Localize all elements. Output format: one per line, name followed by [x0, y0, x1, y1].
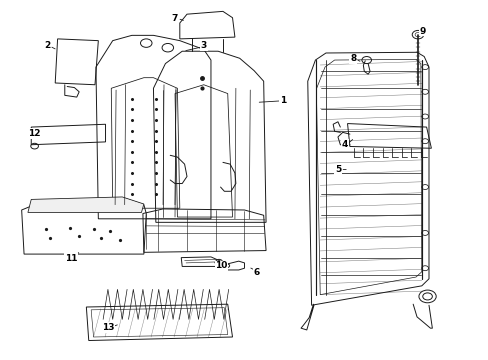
- Text: 11: 11: [64, 254, 77, 263]
- Text: 12: 12: [28, 129, 41, 138]
- Polygon shape: [28, 197, 143, 212]
- Text: 4: 4: [341, 140, 347, 149]
- Text: 13: 13: [102, 323, 114, 332]
- Text: 8: 8: [349, 54, 356, 63]
- Text: 10: 10: [215, 261, 227, 270]
- Text: 3: 3: [200, 41, 206, 50]
- Text: 7: 7: [171, 14, 178, 23]
- Text: 5: 5: [334, 165, 340, 174]
- Text: 6: 6: [253, 268, 260, 277]
- Text: 2: 2: [44, 41, 50, 50]
- Text: 1: 1: [279, 96, 285, 105]
- Text: 9: 9: [419, 27, 425, 36]
